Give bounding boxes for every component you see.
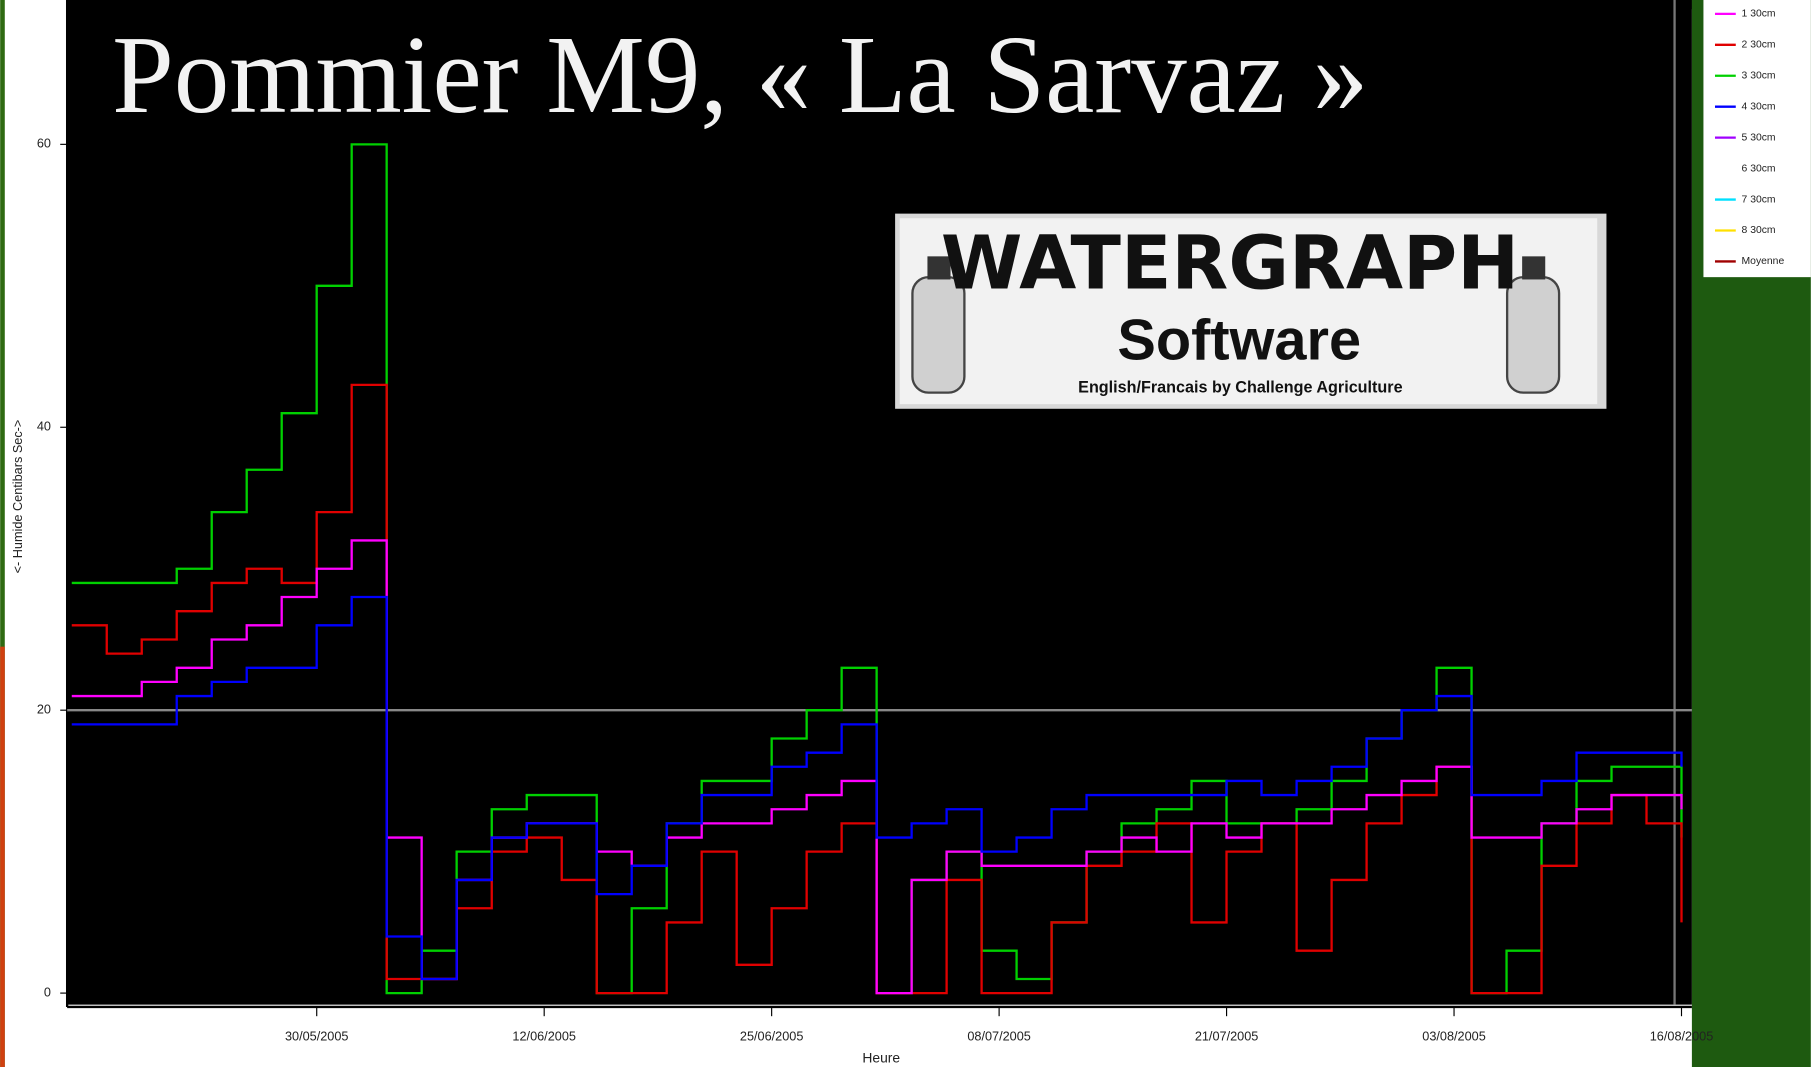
legend-label: 8 30cm bbox=[1742, 225, 1776, 236]
logo: WATERGRAPH Software English/Francais by … bbox=[895, 213, 1607, 409]
legend-label: 5 30cm bbox=[1742, 132, 1776, 143]
left-border bbox=[0, 0, 5, 1067]
x-tick-label: 30/05/2005 bbox=[285, 1029, 349, 1043]
legend-label: Moyenne bbox=[1742, 256, 1785, 267]
logo-brand: WATERGRAPH bbox=[941, 220, 1519, 306]
plot-area bbox=[67, 0, 1692, 1005]
y-tick-label: 60 bbox=[37, 137, 51, 151]
series-line bbox=[71, 595, 1683, 981]
chart-title: Pommier M9, « La Sarvaz » bbox=[112, 13, 1368, 136]
x-tick-label: 03/08/2005 bbox=[1422, 1029, 1486, 1043]
left-border-accent bbox=[0, 646, 5, 1067]
legend-label: 2 30cm bbox=[1742, 40, 1776, 51]
legend-label: 3 30cm bbox=[1742, 71, 1776, 82]
sensor-icon bbox=[1505, 256, 1561, 394]
legend-label: 1 30cm bbox=[1742, 9, 1776, 20]
legend-label: 6 30cm bbox=[1742, 163, 1776, 174]
plot bbox=[67, 143, 1692, 995]
legend-label: 7 30cm bbox=[1742, 194, 1776, 205]
plot-top bbox=[363, 0, 1692, 10]
x-axis-label: Heure bbox=[862, 1050, 900, 1066]
y-tick-label: 0 bbox=[44, 985, 51, 999]
x-tick-label: 08/07/2005 bbox=[967, 1029, 1031, 1043]
x-tick-label: 21/07/2005 bbox=[1195, 1029, 1259, 1043]
x-tick-label: 25/06/2005 bbox=[740, 1029, 804, 1043]
legend-label: 4 30cm bbox=[1742, 101, 1776, 112]
logo-credit: English/Francais by Challenge Agricultur… bbox=[1078, 378, 1402, 396]
y-tick-label: 40 bbox=[37, 420, 51, 434]
sensor-icon bbox=[911, 256, 966, 394]
y-axis-label: <- Humide Centibars Sec-> bbox=[11, 420, 25, 574]
logo-product: Software bbox=[1117, 308, 1361, 372]
x-tick-label: 12/06/2005 bbox=[512, 1029, 576, 1043]
logo-panel bbox=[899, 218, 1598, 405]
y-tick-label: 20 bbox=[37, 703, 51, 717]
x-tick-label: 16/08/2005 bbox=[1650, 1029, 1714, 1043]
